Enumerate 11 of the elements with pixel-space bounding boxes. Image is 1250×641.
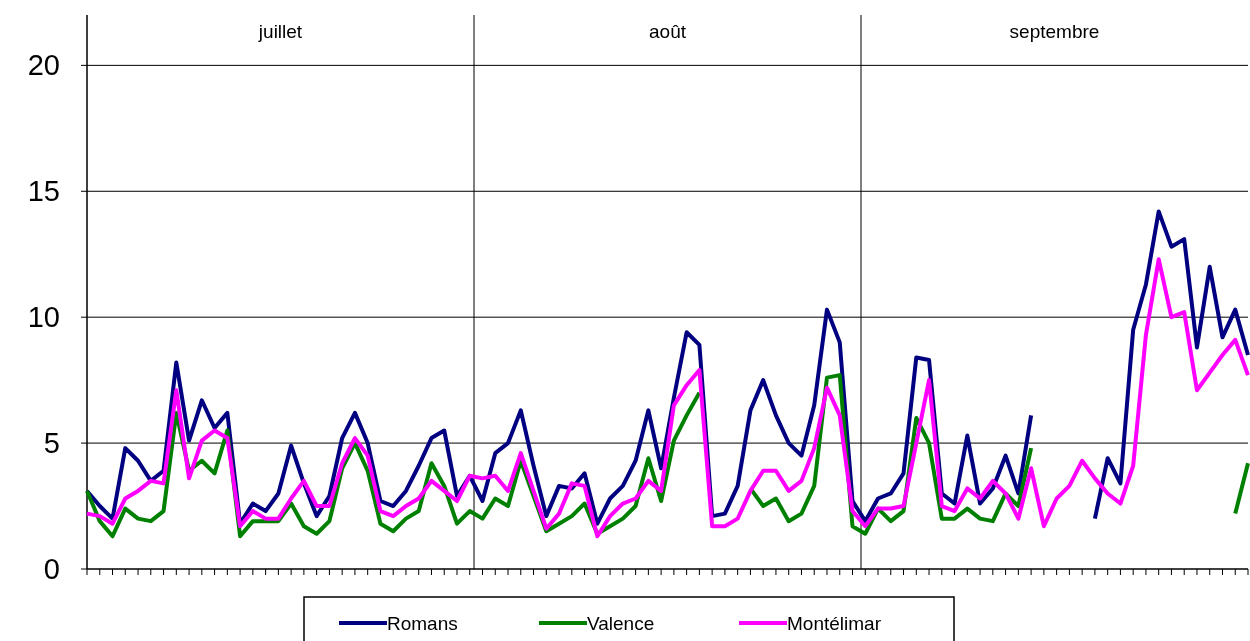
- y-tick-label: 10: [27, 301, 60, 334]
- y-tick-label: 5: [43, 427, 60, 460]
- annotation: septembre: [1009, 21, 1100, 42]
- legend-label: Valence: [587, 613, 655, 634]
- y-tick-label: 15: [27, 175, 60, 208]
- annotation: août: [649, 21, 687, 42]
- legend-label: Montélimar: [787, 613, 882, 634]
- annotation: juillet: [257, 21, 303, 42]
- legend-label: Romans: [387, 613, 458, 634]
- y-tick-label: 0: [43, 553, 60, 585]
- y-tick-label: 20: [27, 49, 60, 82]
